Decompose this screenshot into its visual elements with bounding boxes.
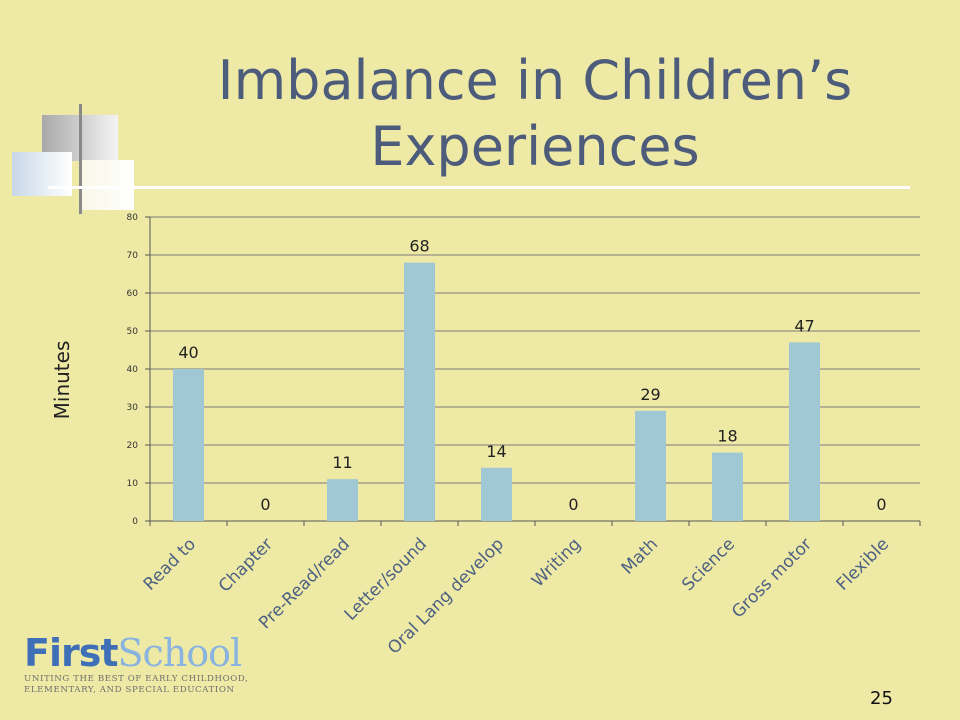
firstschool-logo: FirstSchool UNITING THE BEST OF EARLY CH… <box>24 632 284 702</box>
title-line-2: Experiences <box>370 115 700 178</box>
logo-wordmark: FirstSchool <box>24 632 284 674</box>
data-label: 29 <box>640 385 660 404</box>
y-tick-label: 40 <box>127 365 139 375</box>
decorative-square <box>80 160 134 210</box>
data-label: 40 <box>178 343 198 362</box>
title-underline-rule <box>48 186 910 189</box>
x-tick-label: Chapter <box>215 534 277 596</box>
title-line-1: Imbalance in Children’s <box>217 49 853 112</box>
bar <box>635 410 666 521</box>
y-axis-label: Minutes <box>50 340 74 420</box>
y-tick-label: 70 <box>127 251 139 261</box>
logo-school-text: School <box>117 631 243 675</box>
bar <box>173 369 204 521</box>
data-label: 18 <box>717 427 737 446</box>
x-tick-label: Gross motor <box>728 534 816 622</box>
bar <box>481 467 512 521</box>
x-tick-label: Writing <box>528 534 585 591</box>
decorative-vertical-rule <box>79 104 82 214</box>
bar <box>712 452 743 521</box>
data-label: 68 <box>409 237 429 256</box>
page-number: 25 <box>870 688 893 709</box>
y-tick-label: 20 <box>127 441 139 451</box>
data-label: 11 <box>332 453 352 472</box>
bar <box>404 262 435 521</box>
bar <box>789 342 820 521</box>
y-tick-label: 60 <box>127 289 139 299</box>
data-label: 0 <box>568 495 578 514</box>
logo-tagline-2: ELEMENTARY, AND SPECIAL EDUCATION <box>24 685 235 695</box>
x-tick-label: Math <box>618 534 662 578</box>
slide-title: Imbalance in Children’s Experiences <box>150 48 920 180</box>
y-tick-label: 30 <box>127 403 139 413</box>
logo-first-text: First <box>24 631 119 675</box>
data-label: 0 <box>876 495 886 514</box>
logo-tagline-1: UNITING THE BEST OF EARLY CHILDHOOD, <box>24 674 249 684</box>
bar <box>327 479 358 521</box>
y-tick-label: 10 <box>127 479 139 489</box>
x-tick-label: Science <box>678 534 739 595</box>
data-label: 47 <box>794 316 814 335</box>
data-label: 0 <box>260 495 270 514</box>
data-label: 14 <box>486 442 506 461</box>
y-tick-label: 80 <box>127 213 139 223</box>
x-tick-label: Flexible <box>833 534 893 594</box>
y-tick-label: 50 <box>127 327 139 337</box>
x-tick-label: Read to <box>140 534 200 594</box>
y-tick-label: 0 <box>132 517 138 527</box>
